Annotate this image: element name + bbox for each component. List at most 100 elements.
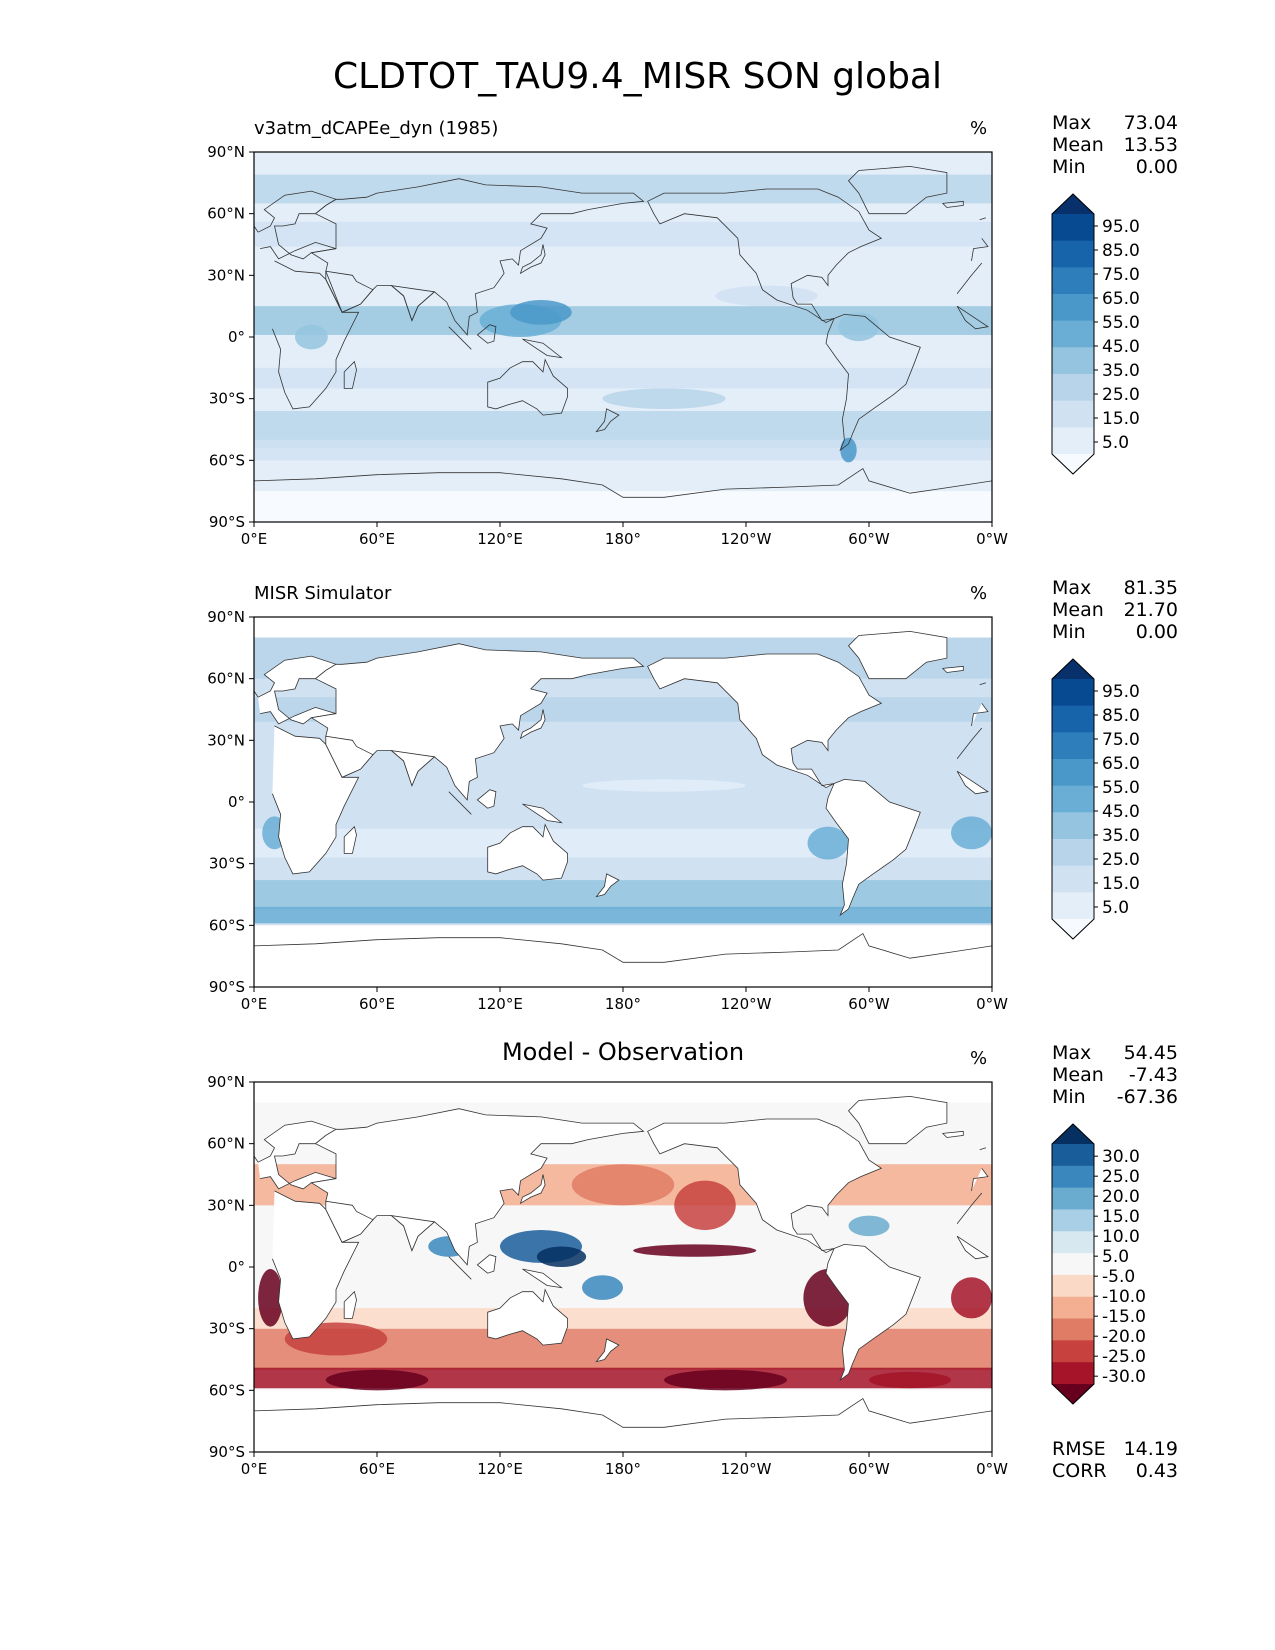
coastline-newguinea (522, 1268, 563, 1289)
colorbar-swatch (1052, 705, 1094, 733)
colorbar-swatch (1052, 1340, 1094, 1363)
colorbar-tick-label: -5.0 (1102, 1267, 1135, 1287)
stat-value: 0.00 (1135, 621, 1178, 643)
colorbar-swatch (1052, 892, 1094, 920)
coastline-antarctica (254, 933, 992, 987)
metrics-block: RMSE 14.19 CORR 0.43 (1052, 1438, 1178, 1482)
lon-tick-label: 120°E (477, 1460, 523, 1478)
colorbar-tick-label: 15.0 (1102, 1207, 1140, 1227)
coastline-greenland (847, 1095, 948, 1145)
colorbar-swatch (1052, 839, 1094, 867)
lon-tick-label: 180° (605, 995, 641, 1013)
coastline-newguinea (522, 803, 563, 824)
colorbar-tick-label: 15.0 (1102, 874, 1140, 894)
lon-tick-label: 120°W (721, 995, 772, 1013)
lat-tick-label: 60°N (207, 670, 245, 688)
stat-label: Mean (1052, 599, 1104, 621)
lon-tick-label: 120°E (477, 530, 523, 548)
colorbar-tick-label: -10.0 (1102, 1287, 1146, 1307)
lat-tick-label: 30°N (207, 731, 245, 749)
coastline-namerica (647, 653, 883, 789)
stat-label: Min (1052, 1086, 1086, 1108)
coastline-australia (487, 1288, 568, 1346)
colorbar-swatch (1052, 759, 1094, 787)
colorbar: 95.0 85.0 75.0 65.0 55.0 45.0 35.0 25.0 15.0 5.0 (1051, 658, 1140, 940)
colorbar-swatch (1052, 785, 1094, 813)
colorbar-extend-top (1052, 1124, 1094, 1144)
coastline-india (390, 1215, 436, 1252)
coastline-samerica (825, 778, 921, 917)
colorbar-swatch (1052, 1231, 1094, 1254)
coastline-sumatra (448, 326, 472, 350)
colorbar-tick-label: 65.0 (1102, 289, 1140, 309)
coastline-india (390, 750, 436, 787)
colorbar: 95.0 85.0 75.0 65.0 55.0 45.0 35.0 25.0 15.0 5.0 (1051, 193, 1140, 475)
lat-tick-label: 60°S (209, 916, 245, 934)
colorbar-swatch (1052, 294, 1094, 322)
lon-tick-label: 0°E (241, 1460, 268, 1478)
lon-tick-label: 0°W (976, 995, 1008, 1013)
coastline-samerica (825, 313, 921, 452)
colorbar-swatch (1052, 1274, 1094, 1298)
coastline-africa (272, 725, 989, 875)
metric-value: 14.19 (1123, 1438, 1178, 1460)
coastline-india (390, 285, 436, 322)
colorbar-swatch (1052, 1209, 1094, 1232)
coastline-namerica (647, 1118, 883, 1254)
lat-tick-label: 60°S (209, 451, 245, 469)
lat-tick-label: 90°S (209, 513, 245, 531)
coastline-africa (272, 260, 989, 410)
colorbar-tick-label: 75.0 (1102, 730, 1140, 750)
lon-tick-label: 60°W (848, 995, 890, 1013)
stat-label: Min (1052, 621, 1086, 643)
stat-value: 21.70 (1123, 599, 1178, 621)
figure-title: CLDTOT_TAU9.4_MISR SON global (333, 56, 942, 97)
stat-label: Max (1052, 112, 1092, 134)
lat-tick-label: 60°N (207, 1135, 245, 1153)
colorbar-tick-label: -20.0 (1102, 1327, 1146, 1347)
colorbar-swatch (1052, 214, 1094, 242)
lat-tick-label: 0° (228, 328, 245, 346)
coastline-arabia (325, 1200, 374, 1243)
colorbar-extend-bottom (1052, 454, 1094, 474)
lat-tick-label: 0° (228, 1258, 245, 1276)
coastline-africa (272, 1190, 989, 1340)
stat-label: Max (1052, 577, 1092, 599)
coastline-sumatra (448, 791, 472, 815)
colorbar-tick-label: 55.0 (1102, 313, 1140, 333)
lat-tick-label: 90°N (207, 143, 245, 161)
coastline-iceland (941, 1130, 964, 1138)
colorbar-extend-top (1052, 659, 1094, 679)
coastline-japan (519, 1174, 546, 1205)
colorbar-tick-label: 45.0 (1102, 802, 1140, 822)
coastlines (254, 1095, 992, 1452)
colorbar-swatch (1052, 400, 1094, 428)
field-layer (254, 630, 992, 987)
panel-model: v3atm_dCAPEe_dyn (1985) % Max 73.04 Mean 1… (0, 112, 1275, 558)
colorbar-tick-label: 85.0 (1102, 706, 1140, 726)
coastline-borneo (476, 1254, 497, 1274)
stat-value: -7.43 (1128, 1064, 1178, 1086)
lon-tick-label: 120°E (477, 995, 523, 1013)
colorbar-tick-label: 15.0 (1102, 409, 1140, 429)
colorbar-swatch (1052, 1144, 1094, 1167)
coastline-madagascar (343, 1290, 357, 1319)
field-layer (254, 1095, 992, 1452)
lat-tick-label: 0° (228, 793, 245, 811)
colorbar-extend-bottom (1052, 919, 1094, 939)
colorbar-swatch (1052, 865, 1094, 893)
field-layer (254, 152, 992, 522)
lat-tick-label: 90°N (207, 1073, 245, 1091)
stat-value: 13.53 (1123, 134, 1178, 156)
coastline-newzealand (595, 408, 620, 433)
colorbar-swatch (1052, 732, 1094, 760)
coastline-madagascar (343, 825, 357, 854)
lon-tick-label: 60°W (848, 530, 890, 548)
lon-tick-label: 120°W (721, 1460, 772, 1478)
colorbar-extend-bottom (1052, 1384, 1094, 1404)
stats-block: Max 54.45 Mean -7.43 Min -67.36 (1052, 1042, 1178, 1108)
map-svg: 90°N 60°N 30°N 0° 30°S 60°S 90°S0°E 60°E 120°E 18… (207, 608, 1140, 1013)
colorbar-swatch (1052, 267, 1094, 295)
coastline-borneo (476, 324, 497, 344)
coastline-australia (487, 358, 568, 416)
